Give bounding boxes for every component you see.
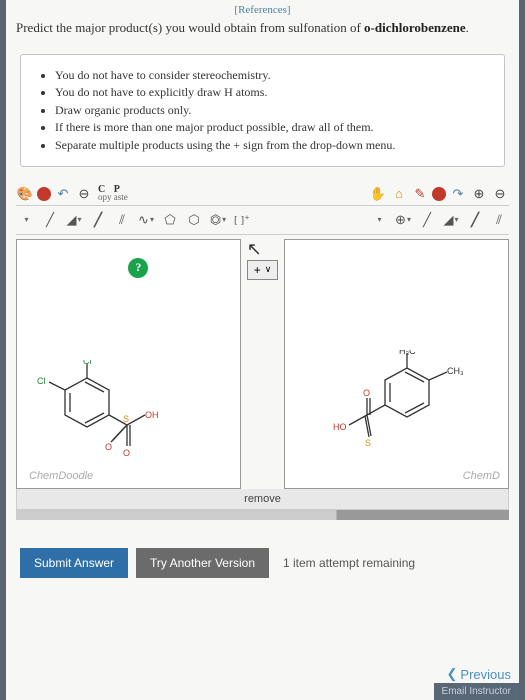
watermark-right: ChemD	[463, 470, 500, 482]
references-link[interactable]: [References]	[6, 0, 519, 16]
zoom-out-icon[interactable]: ⊖	[75, 185, 93, 203]
ring5-tool[interactable]: ⬠	[160, 210, 180, 230]
svg-text:Cl: Cl	[37, 376, 46, 386]
cursor-icon: ↖	[247, 239, 262, 259]
ring6-tool[interactable]: ⬡	[184, 210, 204, 230]
chain-tool[interactable]: ∿	[136, 210, 156, 230]
question-text: Predict the major product(s) you would o…	[6, 16, 519, 46]
hand-icon[interactable]: ✋	[369, 185, 387, 203]
undo-icon[interactable]: ↶	[54, 185, 72, 203]
page-container: [References] Predict the major product(s…	[6, 0, 519, 700]
instructions-box: You do not have to consider stereochemis…	[20, 54, 505, 167]
question-suffix: .	[466, 20, 469, 35]
blank2-tool[interactable]	[369, 210, 389, 230]
svg-text:O: O	[123, 448, 130, 458]
molecule-right: H₃C CH₃ O HO S	[315, 350, 475, 460]
benzene-tool[interactable]: ⏣	[208, 210, 228, 230]
zoom-out2-icon[interactable]: ⊖	[491, 185, 509, 203]
toolbar-bottom: ╱ ◢ ╱ ⫽ ∿ ⬠ ⬡ ⏣ [ ]⁺ ⊕ ╱ ◢ ╱ ⫽	[16, 205, 509, 235]
instruction-item: You do not have to explicitly draw H ato…	[55, 84, 486, 101]
wedge2-tool[interactable]: ◢	[441, 210, 461, 230]
instruction-item: If there is more than one major product …	[55, 119, 486, 136]
action-row: Submit Answer Try Another Version 1 item…	[20, 548, 505, 578]
submit-answer-button[interactable]: Submit Answer	[20, 548, 128, 578]
right-canvas[interactable]: H₃C CH₃ O HO S ChemD	[284, 239, 509, 489]
svg-text:OH: OH	[145, 410, 159, 420]
svg-text:HO: HO	[333, 422, 347, 432]
canvas-middle: ↖ + ∨	[247, 239, 279, 280]
charge-tool[interactable]: ⊕	[393, 210, 413, 230]
svg-text:O: O	[363, 388, 370, 398]
dash-bond-tool[interactable]: ⫽	[112, 210, 132, 230]
bold2-tool[interactable]: ╱	[465, 210, 485, 230]
svg-text:O: O	[105, 442, 112, 452]
attempts-remaining: 1 item attempt remaining	[283, 556, 415, 570]
horizontal-scrollbar[interactable]	[16, 510, 509, 520]
molecule-left: Cl Cl O O OH S	[35, 360, 165, 470]
svg-text:CH₃: CH₃	[447, 366, 464, 376]
home-icon[interactable]: ⌂	[390, 185, 408, 203]
footer: ❮ Previous	[6, 666, 519, 682]
svg-text:S: S	[365, 438, 371, 448]
bracket-tool[interactable]: [ ]⁺	[232, 210, 252, 230]
red-dot2-icon[interactable]	[432, 187, 446, 201]
toolbar-top: 🎨 ↶ ⊖ C P opy aste ✋ ⌂ ✎ ↷ ⊕ ⊖	[16, 185, 509, 203]
question-prefix: Predict the major product(s) you would o…	[16, 20, 364, 35]
bond2-tool[interactable]: ╱	[417, 210, 437, 230]
blank-tool[interactable]	[16, 210, 36, 230]
try-another-button[interactable]: Try Another Version	[136, 548, 269, 578]
svg-text:S: S	[123, 414, 129, 424]
swatch-icon[interactable]: 🎨	[16, 185, 34, 203]
instruction-item: Draw organic products only.	[55, 102, 486, 119]
left-canvas[interactable]: ?	[16, 239, 241, 489]
dash2-tool[interactable]: ⫽	[489, 210, 509, 230]
plus-sign-dropdown[interactable]: + ∨	[247, 260, 279, 280]
svg-text:H₃C: H₃C	[399, 350, 416, 356]
wedge-tool[interactable]: ◢	[64, 210, 84, 230]
redo-icon[interactable]: ↷	[449, 185, 467, 203]
instruction-item: Separate multiple products using the + s…	[55, 137, 486, 154]
previous-button[interactable]: ❮ Previous	[447, 666, 511, 682]
instruction-item: You do not have to consider stereochemis…	[55, 67, 486, 84]
pencil-icon[interactable]: ✎	[411, 185, 429, 203]
single-bond-tool[interactable]: ╱	[40, 210, 60, 230]
watermark-left: ChemDoodle	[29, 470, 93, 482]
remove-button[interactable]: remove	[16, 489, 509, 510]
red-dot-icon[interactable]	[37, 187, 51, 201]
copy-paste-label[interactable]: C P opy aste	[98, 186, 128, 201]
svg-text:Cl: Cl	[83, 360, 92, 366]
chevron-left-icon: ❮	[447, 666, 458, 682]
email-instructor-button[interactable]: Email Instructor	[434, 683, 519, 700]
zoom-in-icon[interactable]: ⊕	[470, 185, 488, 203]
question-compound: o-dichlorobenzene	[364, 20, 466, 35]
help-badge-icon[interactable]: ?	[128, 258, 148, 278]
canvas-row: ?	[16, 239, 509, 489]
bold-bond-tool[interactable]: ╱	[88, 210, 108, 230]
